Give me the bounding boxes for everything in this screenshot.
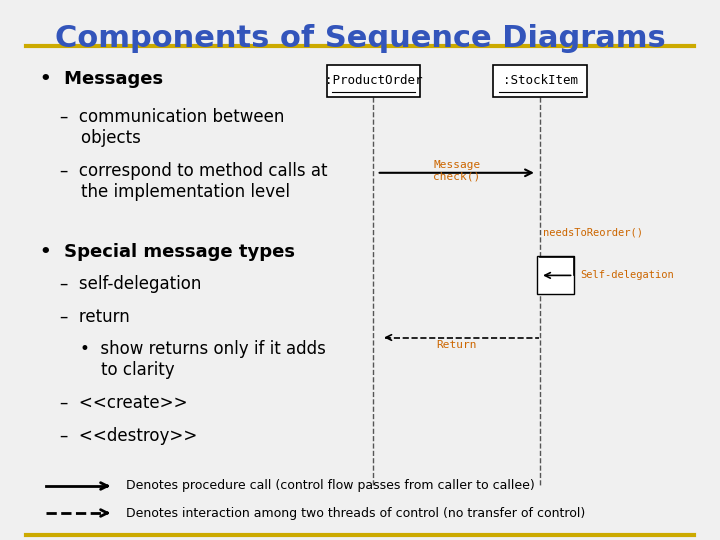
Bar (537, 256, 574, 294)
Text: –  correspond to method calls at
    the implementation level: – correspond to method calls at the impl… (60, 162, 327, 201)
Text: –  <<create>>: – <<create>> (60, 394, 187, 412)
Text: –  self-delegation: – self-delegation (60, 275, 201, 293)
Text: •  show returns only if it adds
    to clarity: • show returns only if it adds to clarit… (80, 340, 325, 379)
Text: Message: Message (433, 160, 480, 170)
Bar (493, 65, 587, 97)
Text: :ProductOrder: :ProductOrder (325, 75, 422, 87)
Text: Denotes interaction among two threads of control (no transfer of control): Denotes interaction among two threads of… (127, 507, 585, 519)
Text: needsToReorder(): needsToReorder() (544, 227, 644, 238)
Text: –  <<destroy>>: – <<destroy>> (60, 427, 197, 444)
Text: –  communication between
    objects: – communication between objects (60, 108, 284, 147)
Text: –  return: – return (60, 308, 130, 326)
Text: Self-delegation: Self-delegation (580, 271, 674, 280)
Text: check(): check() (433, 172, 480, 182)
Text: •  Special message types: • Special message types (40, 243, 294, 261)
Text: •  Messages: • Messages (40, 70, 163, 88)
Text: Return: Return (436, 340, 477, 350)
Bar (327, 65, 420, 97)
Text: :StockItem: :StockItem (503, 75, 577, 87)
Text: Denotes procedure call (control flow passes from caller to callee): Denotes procedure call (control flow pas… (127, 480, 535, 492)
Text: Components of Sequence Diagrams: Components of Sequence Diagrams (55, 24, 665, 53)
